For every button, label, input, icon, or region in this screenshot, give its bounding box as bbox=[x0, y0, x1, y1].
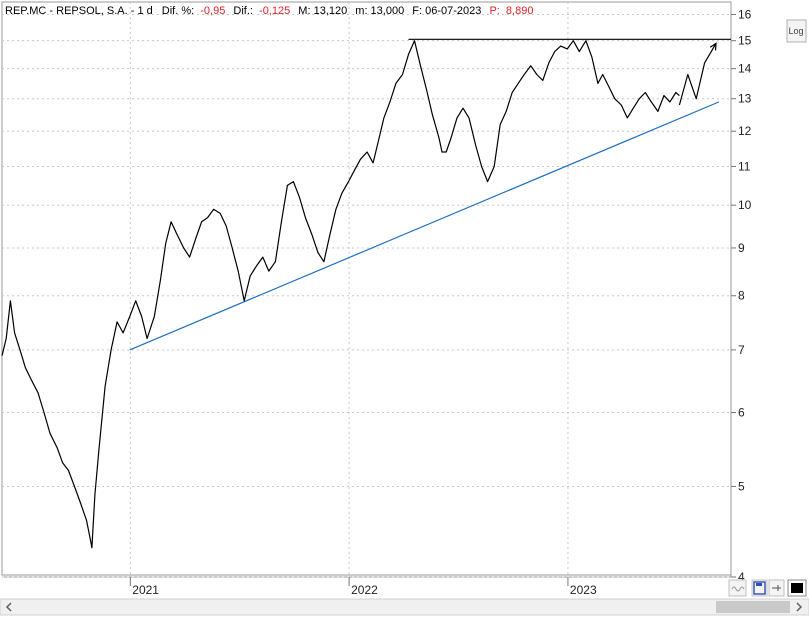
y-tick-label: 9 bbox=[738, 241, 745, 255]
y-tick-label: 16 bbox=[738, 7, 752, 21]
header-dif-value: -0,125 bbox=[259, 5, 290, 17]
color-swatch-button[interactable] bbox=[787, 579, 807, 597]
x-axis-ticks: 2021 2022 2023 bbox=[129, 577, 597, 597]
wave-icon bbox=[731, 586, 745, 592]
grid bbox=[2, 2, 731, 578]
save-button[interactable] bbox=[751, 579, 768, 597]
header-price-value: 8,890 bbox=[506, 5, 534, 17]
header-max: M: 13,120 bbox=[298, 5, 347, 17]
header-dif-label: Dif.: bbox=[233, 5, 253, 17]
projection-line bbox=[678, 43, 717, 106]
projection-arrow-icon bbox=[709, 42, 717, 51]
y-tick-label: 4 bbox=[738, 570, 745, 584]
y-axis-ticks: 16 15 14 13 12 11 10 9 8 7 6 5 4 bbox=[731, 7, 752, 584]
header-min: m: 13,000 bbox=[355, 5, 404, 17]
black-swatch-icon bbox=[791, 583, 803, 593]
y-tick-label: 6 bbox=[738, 405, 745, 419]
y-tick-label: 15 bbox=[738, 34, 752, 48]
header-dif-pct-label: Dif. %: bbox=[162, 5, 194, 17]
scrollbar-thumb[interactable] bbox=[716, 601, 790, 613]
header-dif-pct-value: -0,95 bbox=[200, 5, 225, 17]
plot-area bbox=[1, 1, 732, 576]
chart-header: REP.MC - REPSOL, S.A. - 1 d Dif. %: -0,9… bbox=[5, 5, 533, 17]
pin-icon bbox=[772, 585, 781, 591]
y-tick-label: 10 bbox=[738, 198, 752, 212]
header-price-label: P: bbox=[489, 5, 499, 17]
horizontal-scrollbar[interactable] bbox=[0, 598, 809, 616]
log-button-label: Log bbox=[788, 26, 803, 36]
x-tick-label: 2022 bbox=[351, 583, 378, 597]
scroll-left-icon[interactable] bbox=[5, 602, 12, 612]
header-ticker: REP.MC - REPSOL, S.A. - 1 d bbox=[5, 5, 153, 17]
price-series-line bbox=[1, 40, 680, 549]
y-tick-label: 14 bbox=[738, 62, 752, 76]
y-tick-label: 5 bbox=[738, 479, 745, 493]
y-tick-label: 7 bbox=[738, 343, 745, 357]
y-tick-label: 13 bbox=[738, 92, 752, 106]
y-tick-label: 12 bbox=[738, 124, 752, 138]
scroll-right-icon[interactable] bbox=[796, 602, 803, 612]
log-scale-button[interactable]: Log bbox=[786, 19, 807, 43]
trendline bbox=[129, 101, 720, 351]
pin-button[interactable] bbox=[768, 579, 785, 597]
chart-type-button[interactable] bbox=[728, 579, 747, 597]
x-tick-label: 2023 bbox=[570, 583, 597, 597]
floppy-disk-icon bbox=[753, 581, 766, 595]
y-tick-label: 11 bbox=[738, 160, 751, 174]
header-date: F: 06-07-2023 bbox=[412, 5, 481, 17]
x-tick-label: 2021 bbox=[132, 583, 159, 597]
y-tick-label: 8 bbox=[738, 289, 745, 303]
